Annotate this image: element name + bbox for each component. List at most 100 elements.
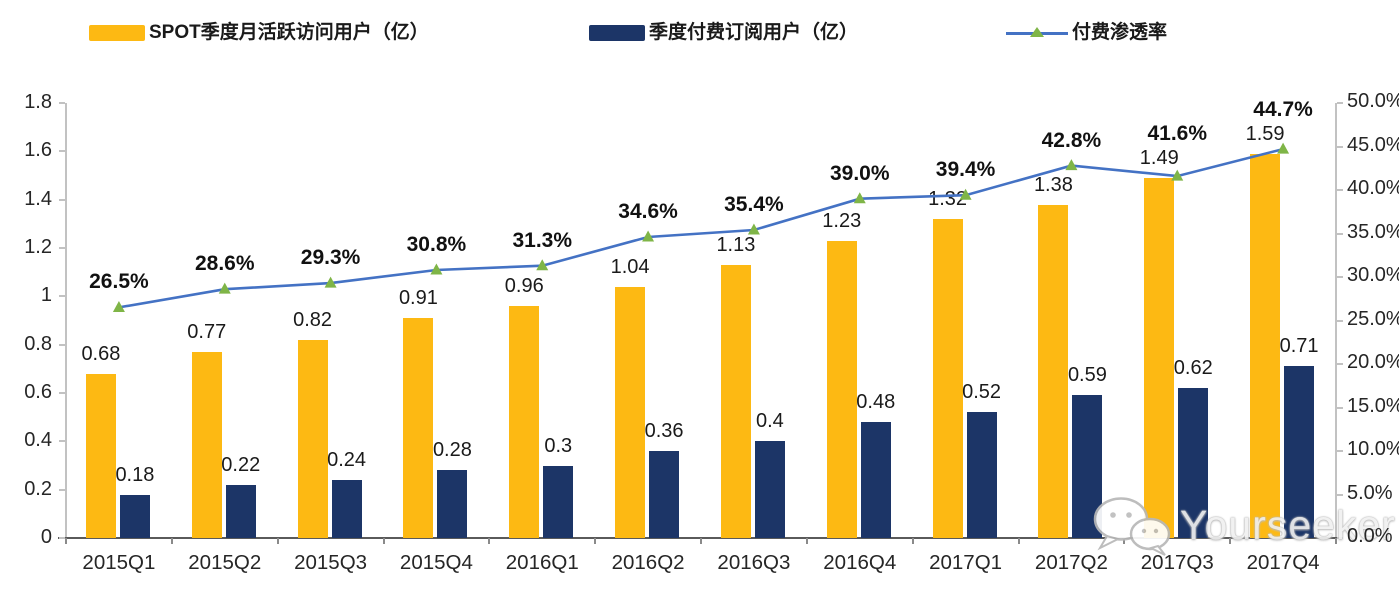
bar-subs-2015Q3 [331, 480, 362, 538]
right-axis-tick-label: 25.0% [1347, 307, 1399, 330]
bar-label-subs-2015Q4: 0.28 [432, 439, 472, 462]
left-axis-tick-label: 1.4 [24, 187, 52, 210]
subs-swatch [589, 25, 645, 41]
left-axis-tick-label: 1.6 [24, 139, 52, 162]
bar-subs-2016Q3 [754, 441, 785, 538]
penetration-label-2016Q3: 35.4% [724, 193, 784, 217]
right-axis-tick [1337, 319, 1343, 322]
x-axis-tick [805, 538, 808, 544]
bar-label-mau-2017Q4: 1.59 [1245, 122, 1285, 145]
right-axis-tick [1337, 450, 1343, 452]
bar-label-subs-2016Q3: 0.4 [756, 410, 784, 433]
x-axis-category-label: 2015Q3 [294, 551, 368, 574]
bar-mau-2016Q2 [615, 286, 646, 538]
right-axis-tick [1337, 363, 1343, 365]
bar-subs-2015Q2 [225, 484, 256, 538]
penetration-label-2017Q4: 44.7% [1253, 97, 1313, 121]
penetration-label-2015Q3: 29.3% [300, 246, 361, 270]
cropped-artifact [90, 12, 127, 23]
right-axis-tick [1337, 493, 1343, 496]
bar-label-mau-2015Q3: 0.82 [293, 308, 333, 331]
right-axis-tick-label: 30.0% [1347, 264, 1399, 286]
left-axis-tick-label: 1.2 [24, 236, 52, 258]
right-axis-tick [1337, 232, 1343, 235]
bar-mau-2015Q4 [403, 318, 434, 538]
bar-label-mau-2015Q2: 0.77 [187, 320, 227, 343]
watermark: Yourseeker [1088, 494, 1396, 556]
left-axis-tick [59, 488, 65, 491]
x-axis-tick [382, 538, 385, 544]
x-axis-category-label: 2015Q2 [188, 551, 262, 574]
x-axis-category-label: 2017Q1 [929, 551, 1003, 574]
bar-label-subs-2015Q1: 0.18 [115, 463, 155, 486]
x-axis-tick [1123, 538, 1126, 544]
left-axis-tick-label: 0.6 [24, 381, 52, 403]
bar-label-subs-2016Q1: 0.3 [544, 434, 573, 457]
left-axis-tick-label: 0 [40, 526, 52, 548]
penetration-label-2017Q1: 39.4% [935, 158, 996, 182]
bar-subs-2016Q4 [860, 422, 891, 538]
left-axis-tick [59, 247, 65, 249]
bar-label-subs-2017Q2: 0.59 [1067, 364, 1107, 387]
right-axis-tick [1337, 276, 1343, 278]
bar-label-mau-2016Q3: 1.13 [716, 233, 756, 256]
penetration-label-2016Q1: 31.3% [512, 228, 573, 252]
right-axis-tick-label: 5.0% [1347, 481, 1393, 504]
right-axis-tick-label: 10.0% [1347, 438, 1399, 460]
triangle-marker-icon [218, 282, 231, 294]
x-axis-category-label: 2016Q2 [611, 551, 685, 574]
x-axis-tick [170, 538, 173, 544]
x-axis-tick [594, 538, 597, 544]
x-axis-tick [700, 538, 702, 544]
line-marker-icon [1006, 24, 1068, 42]
left-axis-line [65, 103, 67, 539]
right-axis-tick [1337, 406, 1343, 409]
x-axis-tick [1229, 538, 1232, 544]
penetration-label-2016Q2: 34.6% [618, 199, 678, 223]
bar-mau-2015Q2 [191, 351, 222, 538]
x-axis-category-label: 2017Q2 [1034, 551, 1108, 574]
penetration-label-2017Q3: 41.6% [1147, 121, 1208, 145]
triangle-marker-icon [430, 263, 443, 275]
left-axis-tick [59, 392, 65, 394]
right-axis-tick-label: 15.0% [1347, 394, 1399, 417]
wechat-icon [1093, 497, 1171, 556]
penetration-label-2015Q1: 26.5% [89, 270, 149, 294]
right-axis-tick [1337, 102, 1343, 104]
bar-mau-2015Q3 [297, 339, 328, 538]
right-axis-tick-label: 50.0% [1347, 90, 1399, 112]
bar-label-subs-2015Q3: 0.24 [327, 449, 367, 471]
x-axis-tick [276, 538, 279, 544]
bar-subs-2015Q4 [437, 470, 468, 538]
x-axis-category-label: 2015Q1 [82, 551, 156, 574]
left-axis-tick [59, 150, 65, 153]
bar-subs-2017Q1 [966, 412, 997, 538]
left-axis-tick-label: 1 [40, 284, 52, 307]
left-axis-tick [59, 295, 65, 298]
bar-label-mau-2017Q1: 1.32 [928, 188, 968, 210]
right-axis-tick-label: 45.0% [1347, 133, 1399, 156]
legend-item-penetration: 付费渗透率 [1006, 23, 1167, 42]
bar-label-subs-2016Q2: 0.36 [644, 420, 684, 442]
x-axis-category-label: 2017Q4 [1246, 551, 1320, 574]
left-axis-tick [59, 440, 65, 443]
x-axis-category-label: 2016Q3 [717, 551, 791, 574]
triangle-marker-icon [536, 259, 549, 271]
legend-item-subs: 季度付费订阅用户（亿） [589, 23, 858, 42]
left-axis-tick [59, 537, 65, 539]
right-axis-tick-label: 0.0% [1347, 525, 1393, 547]
bar-label-mau-2016Q1: 0.96 [504, 275, 544, 297]
bar-subs-2015Q1 [119, 494, 150, 538]
bar-subs-2016Q2 [649, 451, 680, 538]
penetration-label-2017Q2: 42.8% [1041, 128, 1102, 152]
triangle-marker-icon [642, 230, 655, 242]
left-axis-tick [59, 343, 65, 346]
x-axis-category-label: 2017Q3 [1140, 551, 1214, 574]
triangle-marker-icon [324, 276, 337, 288]
bar-label-subs-2017Q3: 0.62 [1173, 357, 1213, 380]
mau-swatch [89, 25, 145, 41]
bar-label-mau-2015Q4: 0.91 [398, 287, 438, 310]
left-axis-tick [59, 102, 65, 104]
right-axis-tick-label: 35.0% [1347, 220, 1399, 243]
